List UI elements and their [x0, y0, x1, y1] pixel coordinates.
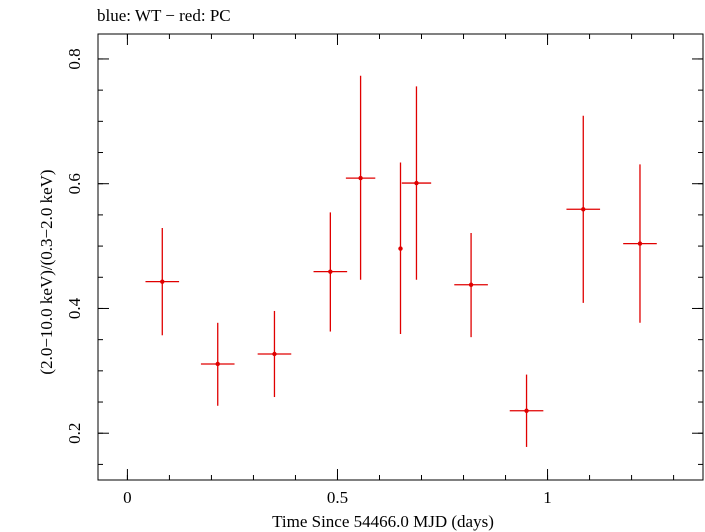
x-tick-label: 0 [123, 488, 132, 507]
data-point [566, 115, 601, 303]
data-point [509, 374, 544, 447]
point-marker [398, 246, 403, 251]
point-marker [328, 269, 333, 274]
chart-title: blue: WT − red: PC [97, 6, 231, 25]
x-tick-label: 1 [543, 488, 552, 507]
data-point [200, 322, 235, 406]
y-axis-label: (2.0−10.0 keV)/(0.3−2.0 keV) [37, 169, 56, 374]
point-marker [637, 241, 643, 246]
data-point [257, 310, 292, 398]
plot-frame [97, 33, 704, 481]
point-marker [358, 175, 363, 181]
x-tick-label: 0.5 [327, 488, 348, 507]
data-point [454, 232, 488, 338]
x-axis: 0 0.5 1 [123, 34, 675, 507]
data-point [401, 86, 432, 280]
point-marker [160, 279, 165, 284]
data-series [145, 75, 657, 447]
y-axis: 0.2 0.4 0.6 0.8 [65, 48, 703, 465]
point-marker [215, 361, 220, 367]
point-marker [524, 408, 529, 413]
data-point [313, 212, 348, 332]
y-tick-label: 0.6 [65, 173, 84, 194]
y-tick-label: 0.4 [65, 297, 84, 319]
point-marker [468, 282, 474, 287]
x-axis-label: Time Since 54466.0 MJD (days) [272, 512, 494, 531]
y-tick-label: 0.2 [65, 423, 84, 444]
point-marker [414, 180, 419, 186]
data-point [145, 227, 180, 336]
data-point [623, 164, 657, 323]
data-point [345, 75, 376, 280]
point-marker [581, 207, 586, 212]
point-marker [272, 351, 277, 357]
data-point [398, 162, 403, 335]
y-tick-label: 0.8 [65, 48, 84, 69]
